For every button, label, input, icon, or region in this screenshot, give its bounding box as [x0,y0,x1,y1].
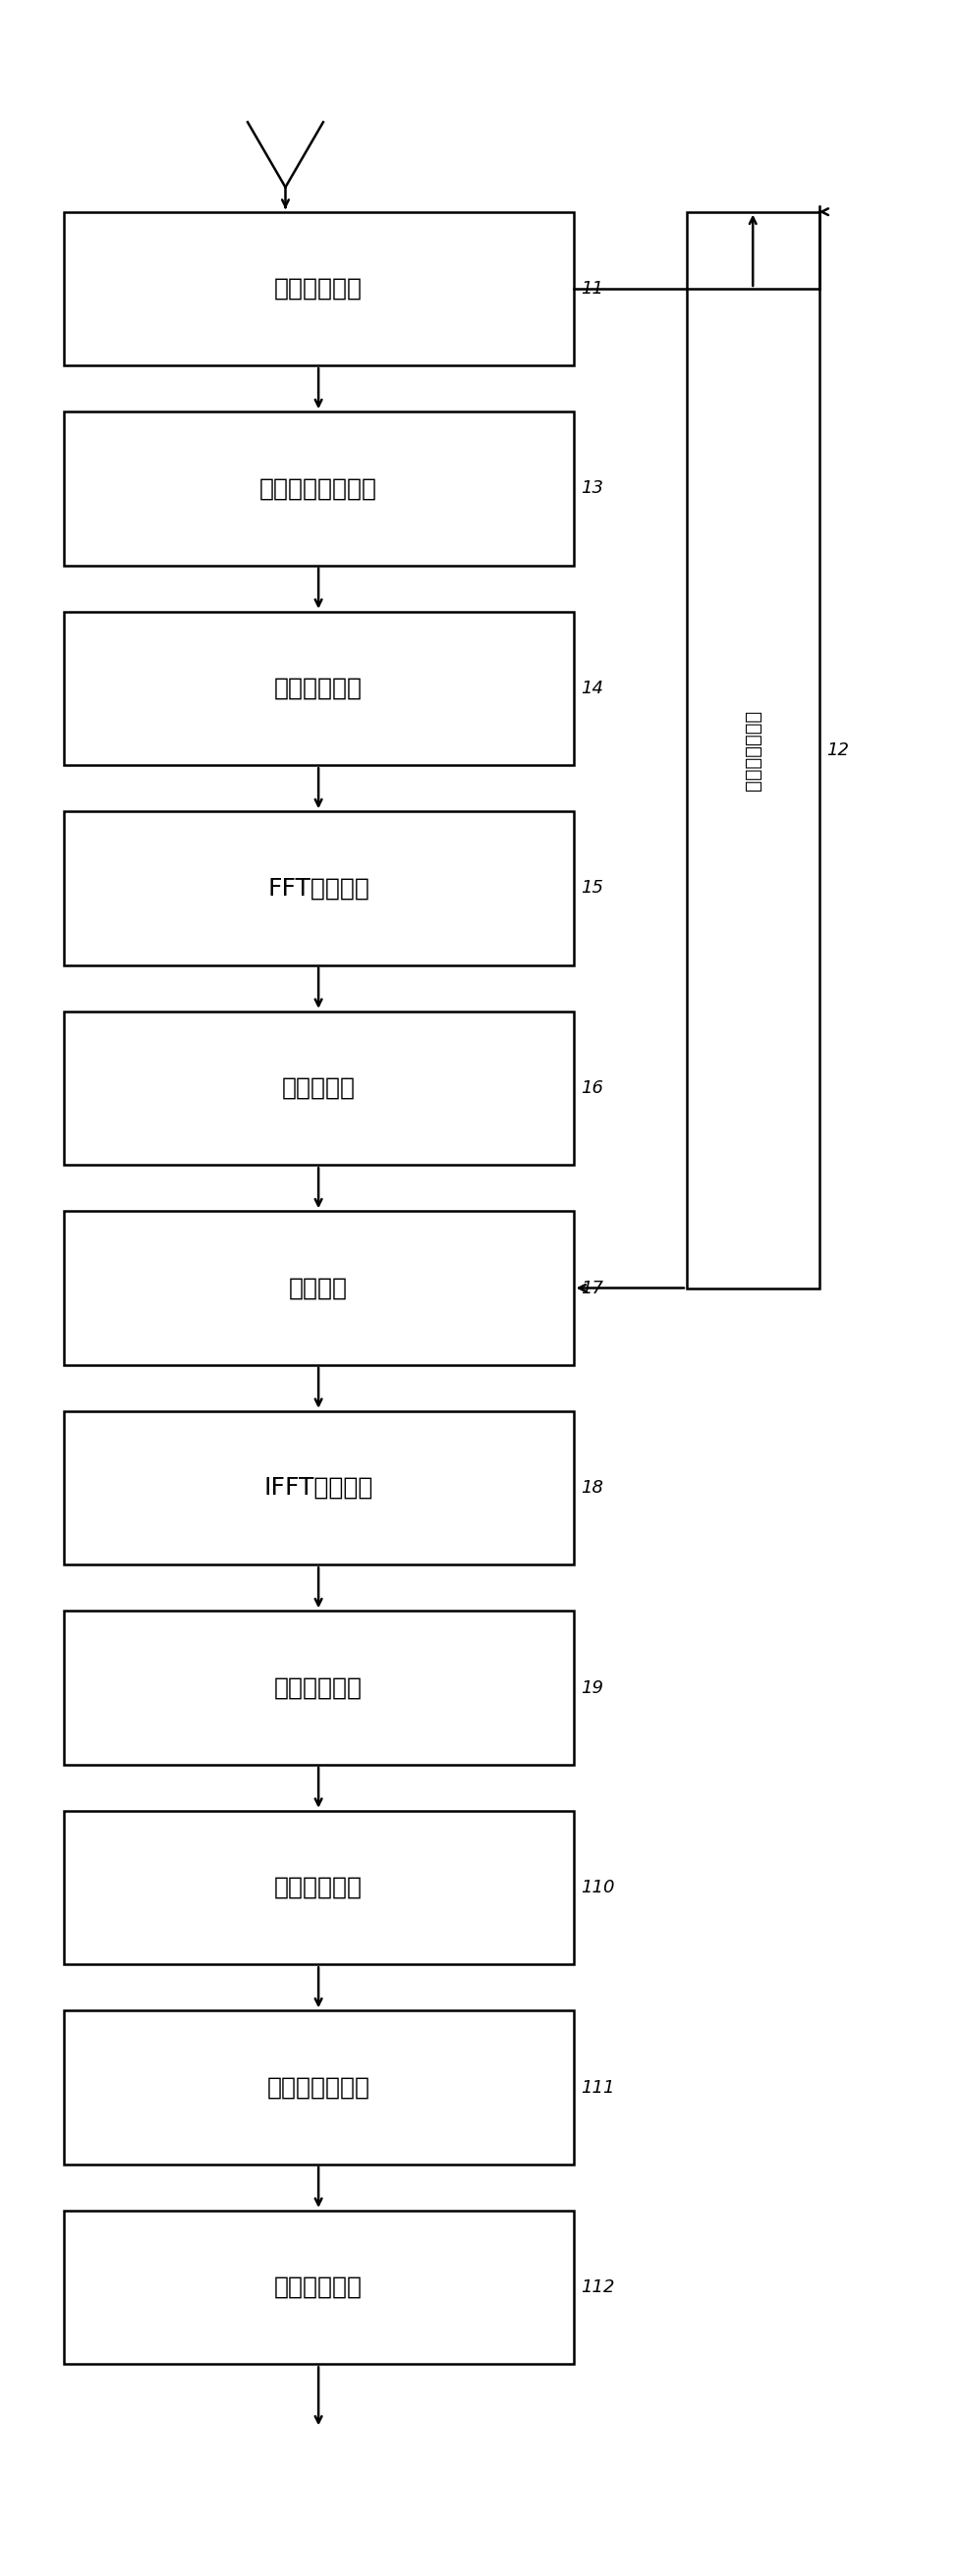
Text: 15: 15 [581,878,604,896]
Bar [63,2210,574,2365]
Text: 110: 110 [581,1878,615,1896]
Bar [63,1211,574,1365]
Text: 串并转换模块: 串并转换模块 [274,677,363,701]
Text: 111: 111 [581,2079,615,2097]
Bar [687,211,819,1288]
Text: 14: 14 [581,680,604,698]
Bar [63,1412,574,1564]
Text: 13: 13 [581,479,604,497]
Text: 112: 112 [581,2280,615,2295]
Text: 射频接收模块: 射频接收模块 [274,276,363,301]
Bar [63,211,574,366]
Bar [63,1811,574,1965]
Text: 17: 17 [581,1280,604,1296]
Text: 匹配滤波器组: 匹配滤波器组 [274,1875,363,1899]
Bar [63,611,574,765]
Text: 线性组合器: 线性组合器 [282,1077,355,1100]
Text: 18: 18 [581,1479,604,1497]
Bar [63,412,574,564]
Text: IFFT变换模块: IFFT变换模块 [263,1476,374,1499]
Text: 去除循环前缀模块: 去除循环前缀模块 [260,477,377,500]
Text: 均衡模块: 均衡模块 [289,1275,348,1301]
Text: 11: 11 [581,281,604,296]
Text: 12: 12 [827,742,849,760]
Bar [63,1610,574,1765]
Text: 19: 19 [581,1680,604,1698]
Bar [63,1012,574,1164]
Text: 并串转换模块: 并串转换模块 [274,1677,363,1700]
Bar [63,811,574,966]
Text: 线性逆变换模块: 线性逆变换模块 [267,2076,370,2099]
Text: 16: 16 [581,1079,604,1097]
Text: FFT变换模块: FFT变换模块 [267,876,370,899]
Text: 并串转换模块: 并串转换模块 [274,2275,363,2300]
Bar [63,2012,574,2164]
Text: 同步与信道估计: 同步与信道估计 [743,708,763,791]
